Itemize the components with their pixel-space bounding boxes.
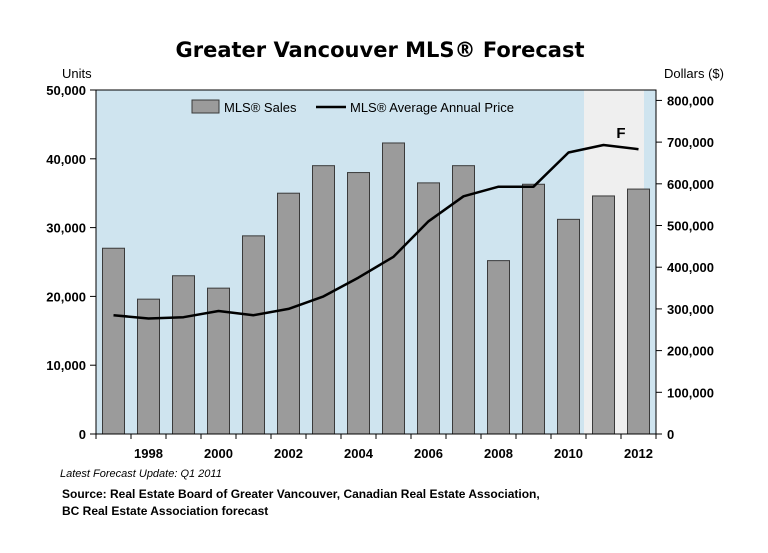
right-tick-label: 400,000 bbox=[667, 260, 714, 275]
sales-bar-2009 bbox=[522, 183, 545, 435]
source-line-1: Source: Real Estate Board of Greater Van… bbox=[62, 487, 540, 501]
legend-price: MLS® Average Annual Price bbox=[350, 100, 514, 115]
legend-bar-swatch bbox=[191, 99, 220, 114]
sales-bars bbox=[102, 142, 650, 435]
x-tick-label: 2004 bbox=[344, 446, 374, 461]
left-axis: 0 10,000 20,000 30,000 40,000 50,000 bbox=[46, 83, 96, 442]
sales-bar-2008 bbox=[487, 260, 510, 435]
right-tick-label: 100,000 bbox=[667, 385, 714, 400]
right-tick-label: 300,000 bbox=[667, 302, 714, 317]
left-tick-label: 10,000 bbox=[46, 358, 86, 373]
right-axis: 0 100,000 200,000 300,000 400,000 500,000 600,… bbox=[656, 93, 714, 442]
left-tick-label: 30,000 bbox=[46, 221, 86, 236]
sales-bar-2012 bbox=[627, 188, 650, 435]
left-axis-unit: Units bbox=[62, 66, 92, 81]
legend: MLS® Sales MLS® Average Annual Price bbox=[191, 99, 514, 115]
right-tick-label: 600,000 bbox=[667, 177, 714, 192]
forecast-update-note: Latest Forecast Update: Q1 2011 bbox=[60, 468, 222, 480]
sales-bar-2005 bbox=[382, 142, 405, 435]
right-axis-unit: Dollars ($) bbox=[664, 66, 724, 81]
x-axis: 1998 2000 2002 2004 2006 2008 2010 2012 bbox=[95, 434, 657, 461]
x-tick-label: 2006 bbox=[414, 446, 443, 461]
right-tick-label: 200,000 bbox=[667, 344, 714, 359]
sales-bar-2011 bbox=[592, 195, 615, 435]
left-tick-label: 50,000 bbox=[46, 83, 86, 98]
sales-bar-2001 bbox=[242, 235, 265, 435]
chart-title: Greater Vancouver MLS® Forecast bbox=[176, 38, 585, 62]
price-line bbox=[113, 143, 639, 320]
plot-frame bbox=[95, 89, 657, 435]
left-tick-label: 40,000 bbox=[46, 152, 86, 167]
chart: Greater Vancouver MLS® Forecast Units Do… bbox=[46, 38, 724, 461]
right-tick-label: 700,000 bbox=[667, 135, 714, 150]
source-note: Source: Real Estate Board of Greater Van… bbox=[62, 486, 540, 520]
forecast-marker: F bbox=[616, 125, 625, 142]
x-tick-label: 2010 bbox=[554, 446, 583, 461]
right-tick-label: 800,000 bbox=[667, 93, 714, 108]
x-tick-label: 2008 bbox=[484, 446, 513, 461]
legend-sales: MLS® Sales bbox=[224, 100, 297, 115]
sales-bar-2010 bbox=[557, 218, 580, 435]
left-tick-label: 20,000 bbox=[46, 289, 86, 304]
sales-bar-2007 bbox=[452, 165, 475, 435]
left-tick-label: 0 bbox=[79, 427, 86, 442]
x-tick-label: 2000 bbox=[204, 446, 233, 461]
x-tick-label: 2012 bbox=[624, 446, 653, 461]
x-tick-label: 1998 bbox=[134, 446, 163, 461]
x-tick-label: 2002 bbox=[274, 446, 303, 461]
source-line-2: BC Real Estate Association forecast bbox=[62, 504, 269, 518]
sales-bar-2002 bbox=[277, 192, 300, 435]
right-tick-label: 0 bbox=[667, 427, 674, 442]
sales-bar-1997 bbox=[102, 247, 125, 435]
sales-bar-1999 bbox=[172, 275, 195, 435]
right-tick-label: 500,000 bbox=[667, 219, 714, 234]
sales-bar-2004 bbox=[347, 172, 370, 435]
